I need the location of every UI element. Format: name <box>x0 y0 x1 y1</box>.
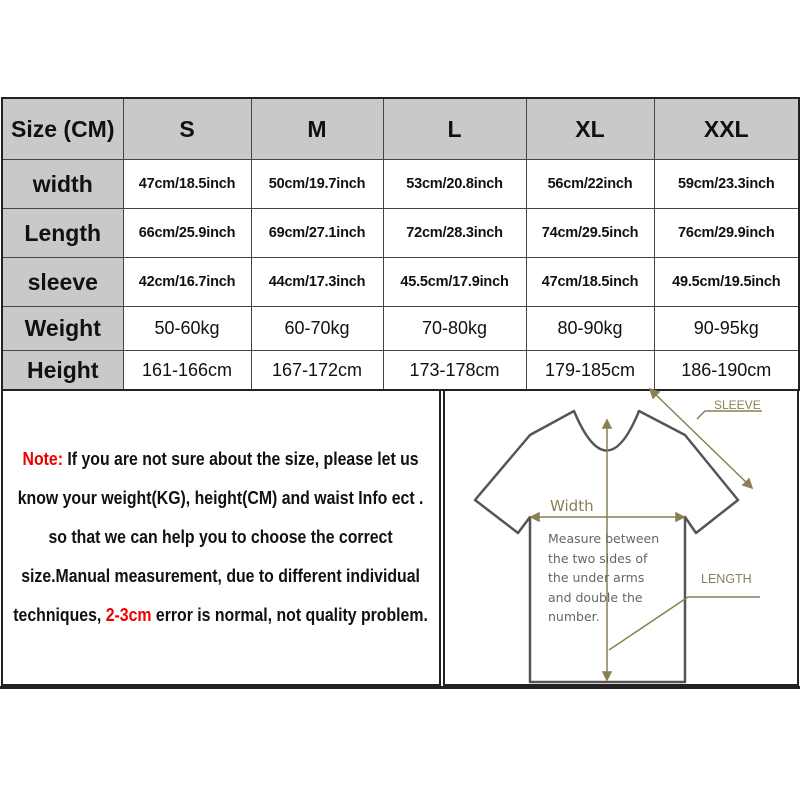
measure-text: the under arms <box>548 570 644 585</box>
table-cell: 69cm/27.1inch <box>250 208 384 258</box>
header-l: L <box>382 97 527 160</box>
width-label: Width <box>550 497 594 515</box>
table-cell: 161-166cm <box>122 350 252 391</box>
sleeve-label: SLEEVE <box>714 398 761 412</box>
table-cell: 72cm/28.3inch <box>382 208 527 258</box>
note-line: size.Manual measurement, due to differen… <box>21 566 421 586</box>
note-box: Note: If you are not sure about the size… <box>1 389 441 686</box>
table-row-width: width 47cm/18.5inch 50cm/19.7inch 53cm/20.8… <box>1 159 800 209</box>
length-label: LENGTH <box>701 572 752 586</box>
note-line: error is normal, not quality problem. <box>151 605 429 625</box>
table-row-weight: Weight 50-60kg 60-70kg 70-80kg 80-90kg 90-95k… <box>1 306 800 351</box>
sleeve-arrow <box>651 390 751 487</box>
table-cell: 90-95kg <box>653 306 800 351</box>
note-prefix: Note: <box>22 449 64 469</box>
table-cell: 60-70kg <box>250 306 384 351</box>
note-line: know your weight(KG), height(CM) and wai… <box>18 488 424 508</box>
measure-text: Measure between <box>548 531 659 546</box>
header-s: S <box>122 97 252 160</box>
tshirt-outline <box>473 409 740 684</box>
table-cell: 74cm/29.5inch <box>525 208 655 258</box>
divider <box>0 686 800 689</box>
table-row-sleeve: sleeve 42cm/16.7inch 44cm/17.3inch 45.5cm/1… <box>1 257 800 307</box>
size-table: Size (CM) S M L XL XXL width 47cm/18.5inc… <box>1 97 800 391</box>
row-label: sleeve <box>1 257 124 307</box>
table-cell: 44cm/17.3inch <box>250 257 384 307</box>
header-xl: XL <box>525 97 655 160</box>
table-cell: 66cm/25.9inch <box>122 208 252 258</box>
measure-text: number. <box>548 609 600 624</box>
table-cell: 70-80kg <box>382 306 527 351</box>
header-xxl: XXL <box>653 97 800 160</box>
table-cell: 167-172cm <box>250 350 384 391</box>
note-highlight: 2-3cm <box>106 605 152 625</box>
table-row-length: Length 66cm/25.9inch 69cm/27.1inch 72cm/28.… <box>1 208 800 258</box>
table-cell: 49.5cm/19.5inch <box>653 257 800 307</box>
header-row: Size (CM) S M L XL XXL <box>1 97 800 160</box>
table-cell: 56cm/22inch <box>525 159 655 209</box>
table-cell: 42cm/16.7inch <box>122 257 252 307</box>
row-label: Weight <box>1 306 124 351</box>
measure-text: the two sides of <box>548 551 648 566</box>
diagram-box <box>443 389 799 686</box>
table-cell: 173-178cm <box>382 350 527 391</box>
note-text: Note: If you are not sure about the size… <box>14 440 429 635</box>
note-line: techniques, <box>13 605 107 625</box>
table-cell: 50-60kg <box>122 306 252 351</box>
note-line: If you are not sure about the size, plea… <box>63 449 420 469</box>
note-line: so that we can help you to choose the co… <box>48 527 394 547</box>
table-cell: 50cm/19.7inch <box>250 159 384 209</box>
table-cell: 59cm/23.3inch <box>653 159 800 209</box>
table-cell: 53cm/20.8inch <box>382 159 527 209</box>
table-cell: 80-90kg <box>525 306 655 351</box>
row-label: width <box>1 159 124 209</box>
measure-text: and double the <box>548 590 643 605</box>
